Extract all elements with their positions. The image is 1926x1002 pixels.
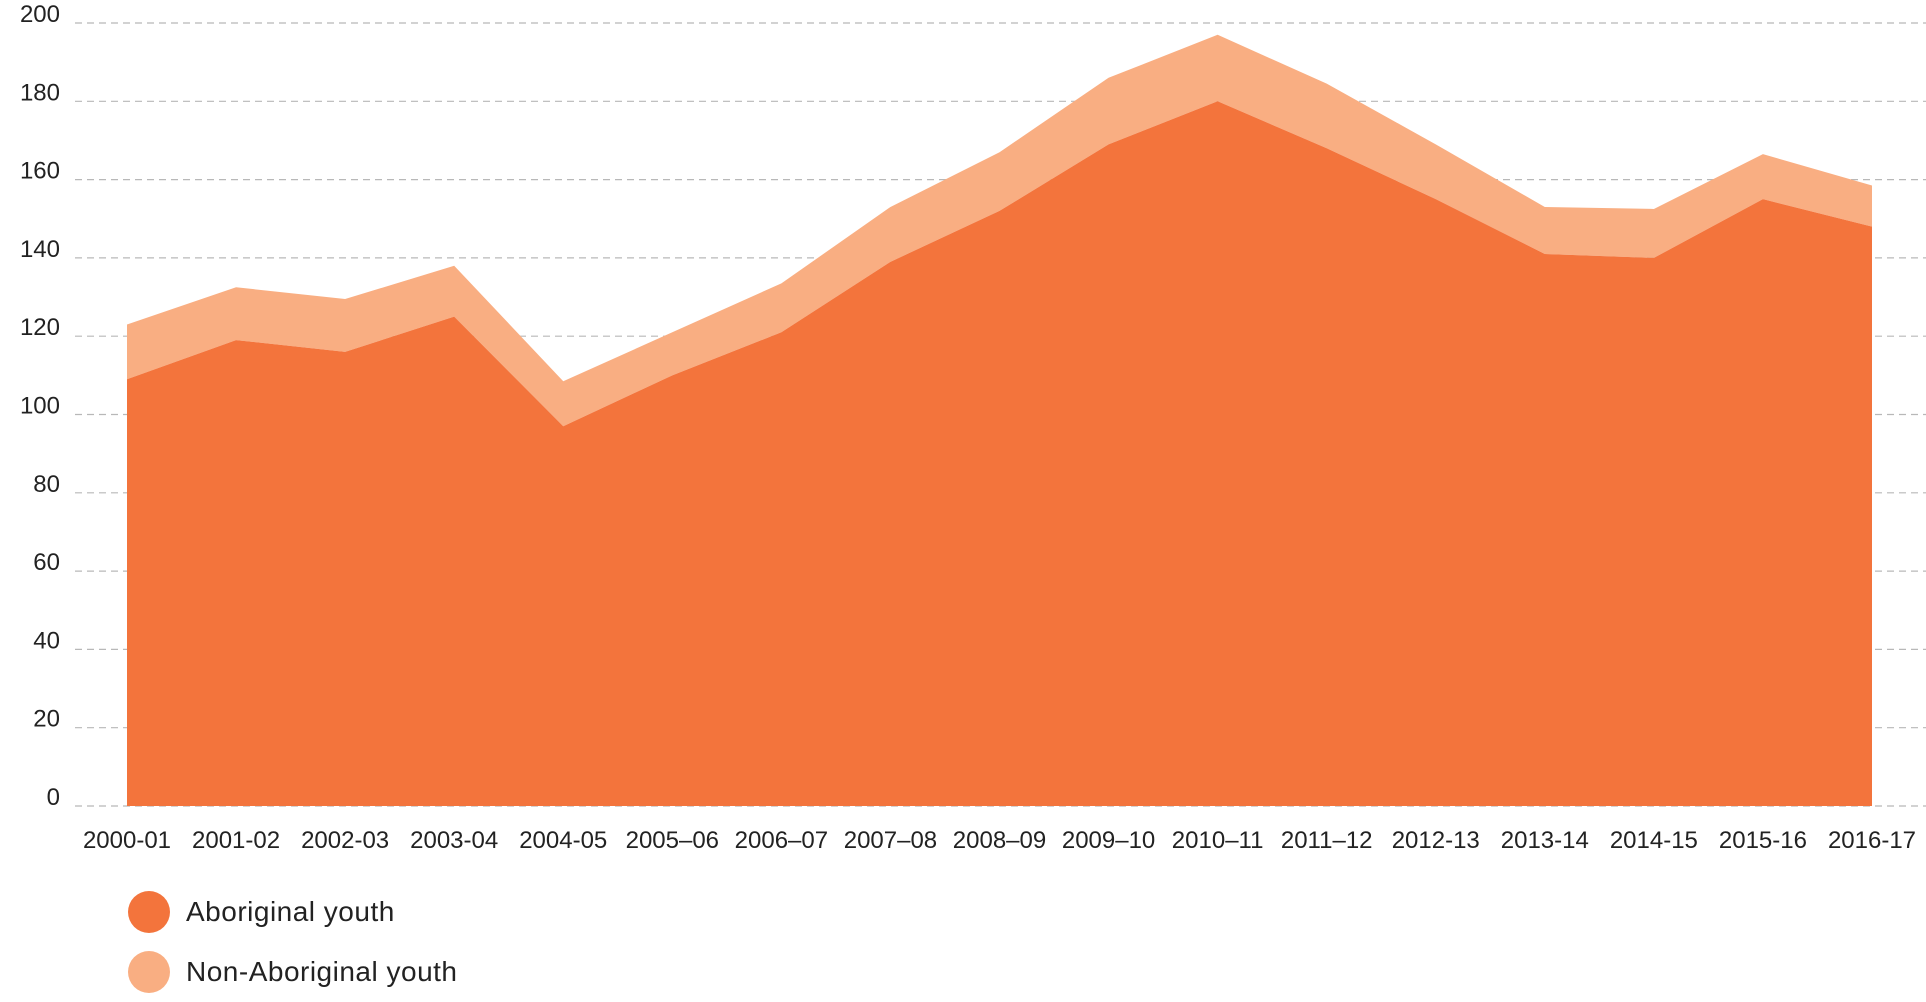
legend: Aboriginal youth Non-Aboriginal youth [128, 882, 458, 1002]
x-tick-label: 2004-05 [519, 827, 607, 854]
x-tick-label: 2011–12 [1281, 827, 1373, 854]
y-tick-label: 0 [47, 784, 60, 811]
x-tick-label: 2006–07 [735, 827, 828, 854]
y-tick-label: 200 [20, 1, 60, 28]
area-aboriginal-youth [127, 101, 1872, 807]
legend-item-aboriginal: Aboriginal youth [128, 882, 458, 942]
x-tick-label: 2009–10 [1062, 827, 1155, 854]
x-tick-label: 2016-17 [1828, 827, 1916, 854]
y-tick-label: 80 [33, 471, 60, 498]
x-tick-label: 2014-15 [1610, 827, 1698, 854]
legend-swatch-aboriginal [128, 891, 170, 933]
x-axis-tick-labels: 2000-01 2001-02 2002-03 2003-04 2004-05 2005–… [83, 827, 1916, 854]
y-tick-label: 20 [33, 706, 60, 733]
area-series [127, 34, 1872, 807]
y-tick-label: 120 [20, 314, 60, 341]
area-non-aboriginal-youth [127, 34, 1872, 427]
y-axis-tick-labels: 0 20 40 60 80 100 120 140 160 180 200 [20, 1, 60, 811]
x-tick-label: 2000-01 [83, 827, 171, 854]
area-chart: 0 20 40 60 80 100 120 140 160 180 200 2000-01 2001-… [20, 1, 1926, 854]
x-tick-label: 2001-02 [192, 827, 280, 854]
x-tick-label: 2013-14 [1501, 827, 1589, 854]
x-tick-label: 2005–06 [626, 827, 719, 854]
legend-label-non-aboriginal: Non-Aboriginal youth [186, 956, 458, 987]
y-tick-label: 40 [33, 627, 60, 654]
y-tick-label: 160 [20, 158, 60, 185]
legend-item-non-aboriginal: Non-Aboriginal youth [128, 942, 458, 1002]
y-tick-label: 60 [33, 549, 60, 576]
y-tick-label: 100 [20, 393, 60, 420]
y-tick-label: 180 [20, 79, 60, 106]
x-tick-label: 2003-04 [410, 827, 498, 854]
x-tick-label: 2002-03 [301, 827, 389, 854]
x-tick-label: 2015-16 [1719, 827, 1807, 854]
legend-swatch-non-aboriginal [128, 951, 170, 993]
x-tick-label: 2008–09 [953, 827, 1046, 854]
y-tick-label: 140 [20, 236, 60, 263]
legend-label-aboriginal: Aboriginal youth [186, 896, 395, 927]
x-tick-label: 2007–08 [844, 827, 937, 854]
x-tick-label: 2012-13 [1392, 827, 1480, 854]
x-tick-label: 2010–11 [1172, 827, 1264, 854]
